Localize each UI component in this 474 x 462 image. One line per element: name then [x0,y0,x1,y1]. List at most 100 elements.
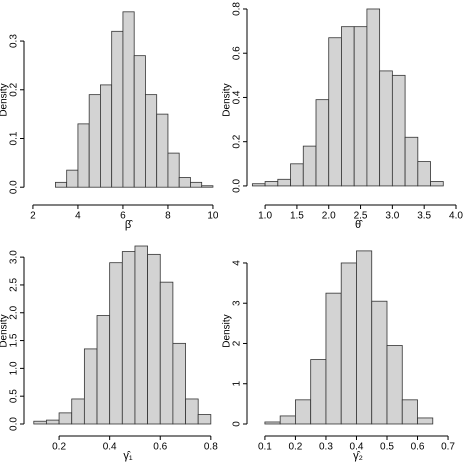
y-axis-label: Density [0,314,10,347]
bar [264,421,281,425]
y-tick-label: 2 [232,340,243,346]
bar [290,163,304,187]
bar [277,178,291,187]
y-tick-label: 0.4 [232,90,243,104]
y-tick-label: 2.5 [9,278,20,292]
x-tick-label: 4.0 [449,211,463,222]
bar [185,398,199,425]
bar [111,30,124,188]
y-tick-label: 0.0 [9,417,20,431]
bar [391,74,406,187]
bar [371,300,388,425]
y-tick-label: 0 [232,421,243,427]
bar [172,342,186,425]
bar [66,169,79,188]
bar [167,152,180,188]
bar [430,181,444,187]
bar [417,161,431,187]
x-tick-label: 6 [120,211,126,222]
bar [71,398,85,425]
bar [401,399,418,425]
x-axis-label: β̂ [125,219,133,231]
y-tick-label: 1 [232,381,243,387]
y-tick-label: 0.2 [9,82,20,96]
bar [145,94,158,188]
x-tick-label: 8 [165,211,171,222]
x-axis-label: γ̂₂ [353,450,363,462]
y-tick-label: 0.0 [232,179,243,193]
bar [100,84,113,188]
y-tick-label: 4 [232,260,243,266]
bar [134,245,148,425]
x-tick-label: 10 [207,211,219,222]
bar [279,415,296,425]
bar [251,183,266,187]
y-tick-label: 1.5 [9,333,20,347]
bar [310,359,327,425]
y-tick-label: 0.0 [9,180,20,194]
bar [379,70,393,187]
x-tick-label: 1.5 [290,211,304,222]
x-tick-label: 0.8 [204,442,218,453]
y-tick-label: 0.3 [9,34,20,48]
x-tick-label: 2.0 [322,211,336,222]
x-tick-label: 0.6 [153,442,167,453]
y-tick-label: 0.6 [232,46,243,60]
x-tick-label: 0.3 [319,442,333,453]
x-axis-label: θ̂ [355,219,363,231]
bar [159,281,174,425]
x-tick-label: 2.5 [354,211,368,222]
y-tick-label: 3 [232,300,243,306]
bar [147,253,161,425]
bar [88,94,101,188]
x-tick-label: 0.2 [52,442,66,453]
y-tick-label: 1.0 [9,361,20,375]
x-tick-label: 0.5 [380,442,394,453]
bar [341,26,355,187]
x-tick-label: 0.2 [288,442,302,453]
bar [77,123,90,188]
bar [133,55,146,188]
x-tick-label: 0.6 [411,442,425,453]
y-tick-label: 0.2 [232,134,243,148]
bar [83,348,98,425]
bar [295,399,312,425]
y-tick-label: 0.1 [9,131,20,145]
x-tick-label: 0.7 [441,442,455,453]
y-tick-label: 2.0 [9,305,20,319]
bar [178,177,191,188]
bar [356,250,373,425]
x-tick-label: 0.4 [103,442,117,453]
bar [366,8,381,187]
x-tick-label: 4 [75,211,81,222]
bar [201,185,214,188]
bar [109,262,123,425]
bar [386,345,403,425]
y-axis-label: Density [222,83,233,116]
x-tick-label: 2 [30,211,36,222]
x-tick-label: 0.4 [350,442,364,453]
y-tick-label: 3.0 [9,250,20,264]
bar [156,113,169,188]
bar [417,417,434,425]
y-axis-label: Density [222,314,233,347]
bar [315,99,330,187]
bar [328,37,342,187]
x-tick-label: 3.5 [417,211,431,222]
x-tick-label: 1.0 [258,211,272,222]
x-tick-label: 0.1 [258,442,272,453]
bar [197,414,212,425]
bar [122,11,135,188]
x-tick-label: 3.0 [385,211,399,222]
bar [325,292,342,425]
y-axis-label: Density [0,83,10,116]
bar [33,420,47,425]
bar [340,262,357,425]
y-tick-label: 0.5 [9,389,20,403]
bar [58,412,73,425]
bar [264,181,279,187]
y-tick-label: 0.8 [232,2,243,16]
bar [302,145,317,187]
bar [55,181,68,188]
bar [404,136,419,187]
